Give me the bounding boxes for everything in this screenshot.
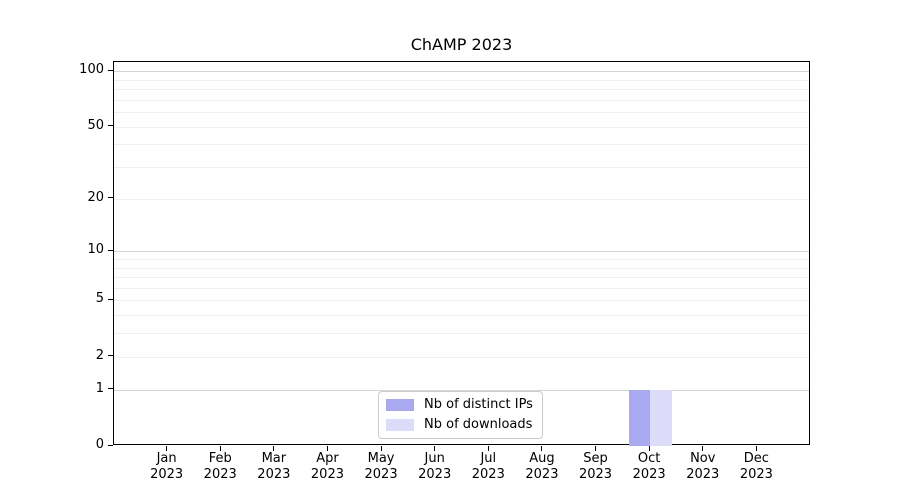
- y-tick-label: 10: [87, 242, 104, 258]
- x-tick-year: 2023: [364, 467, 398, 482]
- minor-gridline: [114, 167, 809, 169]
- minor-gridline: [114, 277, 809, 279]
- x-tick-month: Mar: [261, 451, 287, 466]
- x-tick-label-mar: Mar 2023: [244, 451, 304, 483]
- x-tick-month: Dec: [743, 451, 769, 466]
- x-tick-label-nov: Nov 2023: [673, 451, 733, 483]
- x-tick-mark: [648, 446, 650, 451]
- minor-gridline: [114, 267, 809, 269]
- x-tick-label-dec: Dec 2023: [726, 451, 786, 483]
- x-tick-year: 2023: [203, 467, 237, 482]
- x-tick-year: 2023: [739, 467, 773, 482]
- y-tick-label: 100: [79, 62, 104, 78]
- x-tick-label-feb: Feb 2023: [190, 451, 250, 483]
- x-tick-year: 2023: [632, 467, 666, 482]
- x-tick-year: 2023: [525, 467, 559, 482]
- minor-gridline: [114, 89, 809, 91]
- x-tick-month: Aug: [529, 451, 555, 466]
- minor-gridline: [114, 300, 809, 302]
- minor-gridline: [114, 287, 809, 289]
- x-tick-year: 2023: [471, 467, 505, 482]
- x-tick-month: Nov: [690, 451, 716, 466]
- y-tick-label: 0: [95, 437, 104, 452]
- minor-gridline: [114, 79, 809, 81]
- x-tick-label-oct: Oct 2023: [619, 451, 679, 483]
- minor-gridline: [114, 198, 809, 200]
- x-tick-mark: [541, 446, 543, 451]
- x-tick-mark: [166, 446, 168, 451]
- major-gridline: [114, 251, 809, 253]
- x-tick-month: Apr: [316, 451, 339, 466]
- x-tick-year: 2023: [418, 467, 452, 482]
- x-tick-month: Jul: [480, 451, 497, 466]
- x-tick-month: Jun: [424, 451, 445, 466]
- minor-gridline: [114, 315, 809, 317]
- minor-gridline: [114, 356, 809, 358]
- y-tick-mark: [108, 125, 113, 127]
- y-tick-mark: [108, 355, 113, 357]
- x-tick-label-aug: Aug 2023: [512, 451, 572, 483]
- plot-area: [113, 61, 810, 446]
- x-tick-year: 2023: [686, 467, 720, 482]
- x-tick-mark: [487, 446, 489, 451]
- legend-label-downloads: Nb of downloads: [424, 417, 533, 432]
- y-tick-mark: [108, 298, 113, 300]
- x-tick-month: Oct: [637, 451, 661, 466]
- y-tick-mark: [108, 388, 113, 390]
- major-gridline: [114, 71, 809, 73]
- minor-gridline: [114, 112, 809, 114]
- bar-downloads-oct: [650, 389, 672, 446]
- y-tick-label: 50: [87, 117, 104, 133]
- x-tick-mark: [219, 446, 221, 451]
- x-tick-mark: [273, 446, 275, 451]
- bar-distinct-ips-oct: [628, 389, 651, 446]
- x-tick-month: May: [367, 451, 395, 466]
- x-tick-label-jan: Jan 2023: [137, 451, 197, 483]
- y-tick-mark: [108, 249, 113, 251]
- y-tick-label: 20: [87, 189, 104, 205]
- legend-swatch-distinct-ips-icon: [386, 399, 414, 411]
- minor-gridline: [114, 99, 809, 101]
- x-tick-label-apr: Apr 2023: [297, 451, 357, 483]
- y-tick-label: 1: [95, 380, 104, 396]
- x-tick-mark: [434, 446, 436, 451]
- x-tick-month: Feb: [208, 451, 232, 466]
- legend-item-distinct-ips: Nb of distinct IPs: [386, 397, 533, 413]
- minor-gridline: [114, 144, 809, 146]
- x-tick-year: 2023: [150, 467, 184, 482]
- legend-label-distinct-ips: Nb of distinct IPs: [424, 397, 533, 412]
- y-tick-label: 5: [95, 291, 104, 307]
- x-tick-mark: [702, 446, 704, 451]
- y-tick-label: 2: [95, 347, 104, 363]
- x-tick-month: Jan: [156, 451, 177, 466]
- x-tick-mark: [326, 446, 328, 451]
- x-tick-year: 2023: [578, 467, 613, 482]
- x-tick-label-jun: Jun 2023: [405, 451, 465, 483]
- y-tick-mark: [108, 444, 113, 446]
- x-tick-label-sep: Sep 2023: [566, 451, 626, 483]
- minor-gridline: [114, 333, 809, 335]
- x-tick-label-jul: Jul 2023: [458, 451, 518, 483]
- x-tick-mark: [380, 446, 382, 451]
- y-tick-mark: [108, 197, 113, 199]
- x-tick-year: 2023: [257, 467, 291, 482]
- x-tick-label-may: May 2023: [351, 451, 411, 483]
- chart-title: ChAMP 2023: [410, 35, 513, 54]
- x-tick-year: 2023: [310, 467, 344, 482]
- major-gridline: [114, 389, 809, 391]
- x-tick-month: Sep: [583, 451, 608, 466]
- x-tick-mark: [755, 446, 757, 451]
- minor-gridline: [114, 126, 809, 128]
- legend-item-downloads: Nb of downloads: [386, 417, 533, 433]
- legend-swatch-downloads-icon: [386, 419, 414, 431]
- x-tick-mark: [595, 446, 597, 451]
- y-tick-mark: [108, 69, 113, 71]
- legend: Nb of distinct IPs Nb of downloads: [378, 391, 543, 439]
- minor-gridline: [114, 258, 809, 260]
